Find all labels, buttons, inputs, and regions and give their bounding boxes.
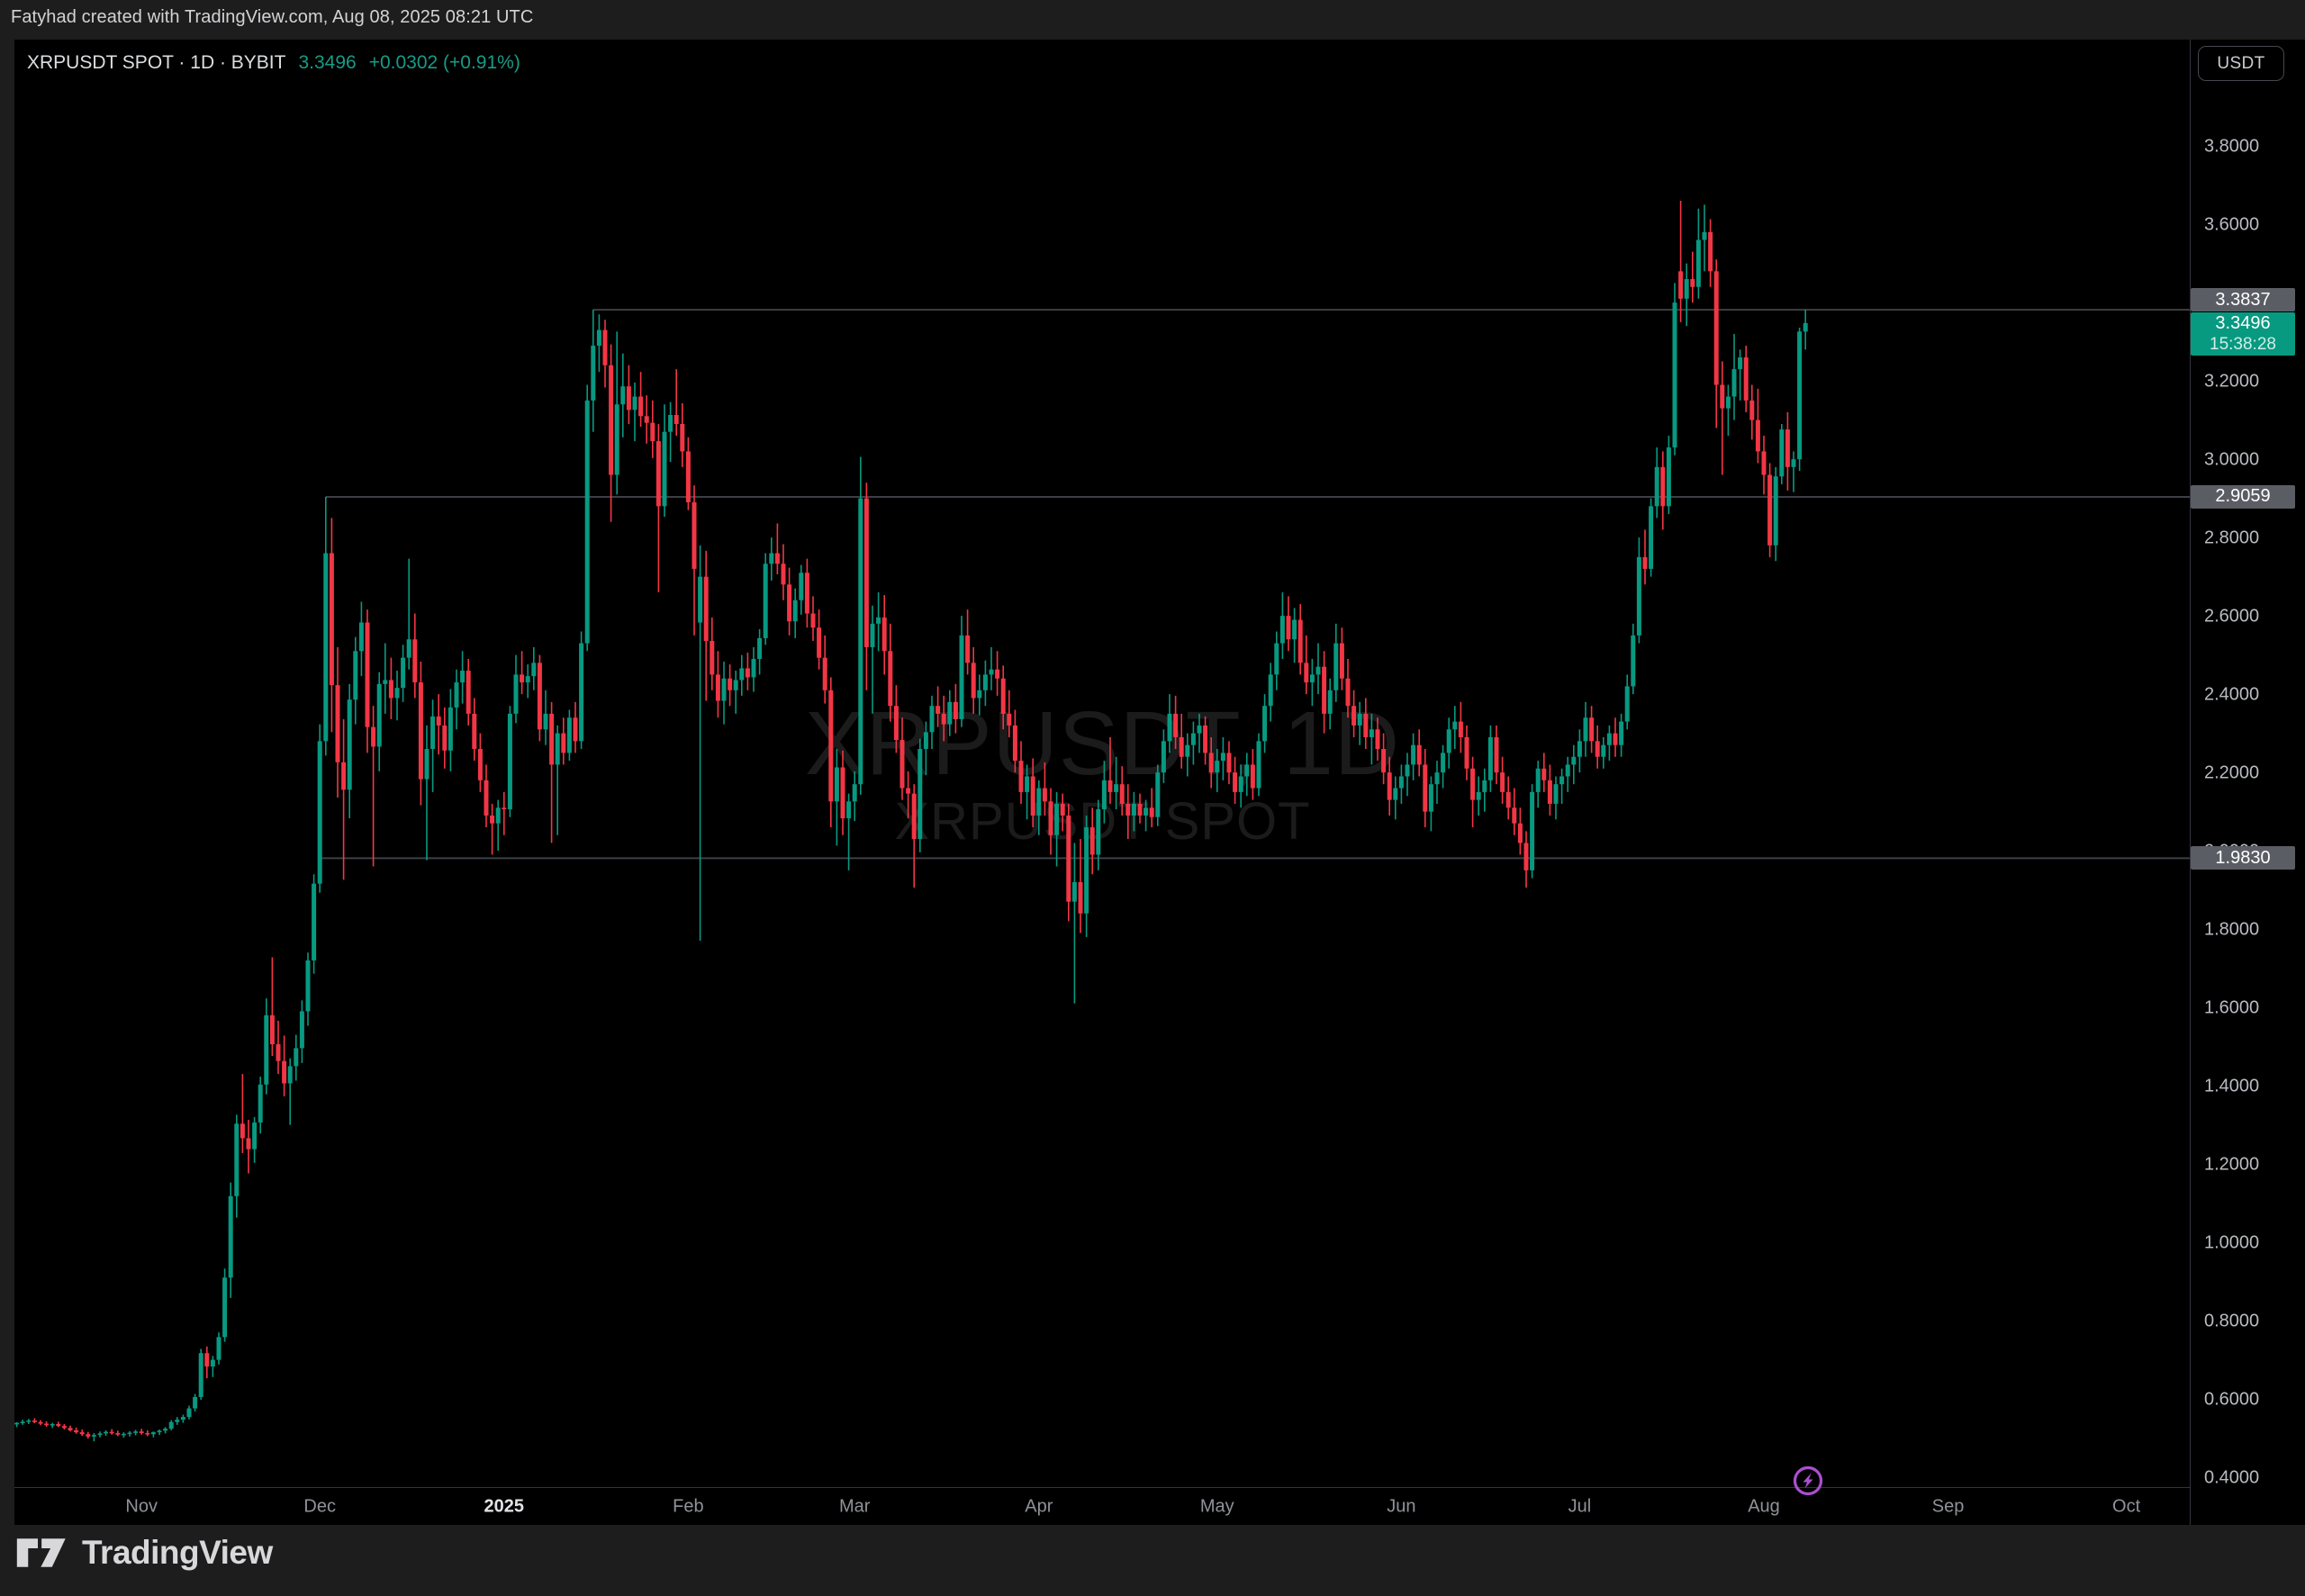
pane-legend: XRPUSDT SPOT · 1D · BYBIT 3.3496 +0.0302… [27, 52, 520, 74]
tradingview-logo[interactable]: TradingView [16, 1532, 273, 1573]
price-tick-label: 3.2000 [2204, 371, 2260, 392]
price-tick-label: 2.8000 [2204, 527, 2260, 548]
time-tick-label: Sep [1931, 1496, 1965, 1516]
price-tick-label: 1.6000 [2204, 997, 2260, 1018]
tradingview-logo-icon [16, 1538, 66, 1567]
time-tick-label: Aug [1748, 1496, 1780, 1516]
price-tick-label: 0.8000 [2204, 1311, 2260, 1331]
symbol-title[interactable]: XRPUSDT SPOT · 1D · BYBIT [27, 52, 286, 73]
price-level-badge-1-9830: 1.9830 [2191, 846, 2295, 870]
time-tick-label: Nov [125, 1496, 158, 1516]
price-tick-label: 2.6000 [2204, 606, 2260, 627]
time-tick-label: Mar [838, 1496, 871, 1516]
price-tick-label: 3.0000 [2204, 449, 2260, 470]
price-level-badge-2-9059: 2.9059 [2191, 484, 2295, 509]
price-tick-label: 2.4000 [2204, 684, 2260, 705]
currency-toggle-button[interactable]: USDT [2198, 46, 2284, 81]
last-price-value: 3.3496 [298, 52, 357, 73]
time-tick-label: May [1199, 1496, 1234, 1516]
price-tick-label: 0.4000 [2204, 1467, 2260, 1488]
price-change-value: +0.0302 (+0.91%) [368, 52, 520, 73]
top-attribution-bar: Fatyhad created with TradingView.com, Au… [0, 0, 2305, 40]
footer-bar: TradingView [0, 1525, 2305, 1596]
lightning-bolt-icon [1803, 1473, 1813, 1489]
price-tick-label: 1.2000 [2204, 1154, 2260, 1175]
bar-countdown: 15:38:28 [2210, 334, 2276, 354]
price-scale[interactable]: USDT 3.80003.60003.40003.20003.00002.800… [2190, 40, 2305, 1525]
time-tick-label: 2025 [484, 1496, 525, 1516]
time-scale[interactable]: Nov Dec 2025 Feb Mar Apr May Jun Jul Aug Sep Oct [14, 1487, 2305, 1525]
price-tick-label: 2.2000 [2204, 762, 2260, 783]
last-price-badge-value: 3.3496 [2215, 312, 2271, 333]
attribution-text: Fatyhad created with TradingView.com, Au… [11, 7, 534, 27]
price-tick-label: 0.6000 [2204, 1389, 2260, 1410]
price-level-badge-3-3837: 3.3837 [2191, 288, 2295, 312]
price-tick-label: 3.6000 [2204, 214, 2260, 235]
time-tick-label: Jun [1387, 1496, 1416, 1516]
last-price-badge: 3.3496 15:38:28 [2191, 311, 2295, 356]
flash-icon-circle [1793, 1465, 1823, 1496]
time-tick-label: Jul [1568, 1496, 1592, 1516]
price-tick-label: 1.4000 [2204, 1076, 2260, 1096]
candles-layer [14, 201, 1808, 1442]
price-tick-label: 1.0000 [2204, 1232, 2260, 1253]
price-tick-label: 1.8000 [2204, 919, 2260, 940]
time-tick-label: Oct [2112, 1496, 2141, 1516]
chart-canvas[interactable]: XRPUSDT, 1D XRPUSDT SPOT XRPUSDT SPOT · … [14, 40, 2305, 1525]
time-tick-label: Apr [1025, 1496, 1053, 1516]
flash-event-icon[interactable] [1792, 1465, 1824, 1497]
time-tick-label: Dec [303, 1496, 336, 1516]
time-tick-label: Feb [673, 1496, 704, 1516]
price-level-lines [320, 309, 2191, 860]
price-tick-label: 3.8000 [2204, 136, 2260, 157]
tradingview-wordmark: TradingView [82, 1534, 273, 1571]
